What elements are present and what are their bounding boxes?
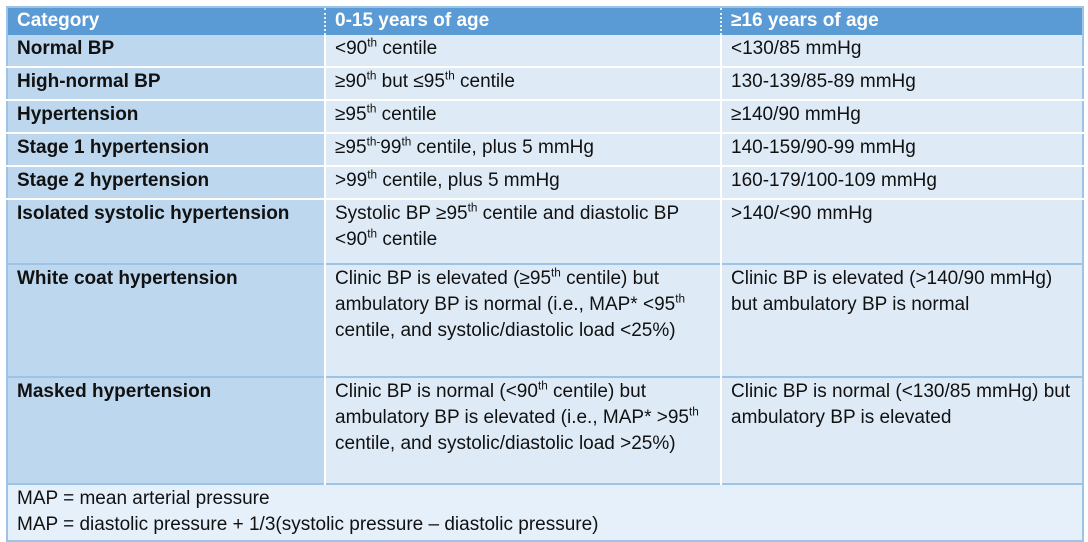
table-row-stage-2-hypertension: Stage 2 hypertension >99th centile, plus… bbox=[7, 165, 1083, 199]
adult-cell: ≥140/90 mmHg bbox=[720, 99, 1083, 133]
pediatric-cell: ≥95th centile bbox=[324, 99, 721, 133]
column-header-pediatric: 0-15 years of age bbox=[324, 7, 721, 35]
table-row-normal-bp: Normal BP <90th centile <130/85 mmHg bbox=[7, 35, 1083, 67]
pediatric-cell: Clinic BP is elevated (≥95th centile) bu… bbox=[324, 263, 721, 377]
adult-cell: <130/85 mmHg bbox=[720, 35, 1083, 67]
adult-cell: >140/<90 mmHg bbox=[720, 198, 1083, 264]
pediatric-cell: Systolic BP ≥95th centile and diastolic … bbox=[324, 198, 721, 264]
footnote-row: MAP = mean arterial pressure MAP = diast… bbox=[7, 483, 1083, 541]
pediatric-cell: ≥90th but ≤95th centile bbox=[324, 66, 721, 100]
category-cell: Stage 2 hypertension bbox=[7, 165, 325, 199]
header-row: Category 0-15 years of age ≥16 years of … bbox=[7, 7, 1083, 35]
table-row-hypertension: Hypertension ≥95th centile ≥140/90 mmHg bbox=[7, 99, 1083, 133]
category-cell: Hypertension bbox=[7, 99, 325, 133]
table-row-masked-hypertension: Masked hypertension Clinic BP is normal … bbox=[7, 376, 1083, 484]
adult-cell: 140-159/90-99 mmHg bbox=[720, 132, 1083, 166]
table-row-stage-1-hypertension: Stage 1 hypertension ≥95th-99th centile,… bbox=[7, 132, 1083, 166]
column-header-adult: ≥16 years of age bbox=[720, 7, 1083, 35]
table-row-high-normal-bp: High-normal BP ≥90th but ≤95th centile 1… bbox=[7, 66, 1083, 100]
pediatric-cell: Clinic BP is normal (<90th centile) but … bbox=[324, 376, 721, 484]
footnote-line-1: MAP = mean arterial pressure bbox=[17, 488, 270, 509]
category-cell: Isolated systolic hypertension bbox=[7, 198, 325, 264]
pediatric-cell: >99th centile, plus 5 mmHg bbox=[324, 165, 721, 199]
adult-cell: 130-139/85-89 mmHg bbox=[720, 66, 1083, 100]
page: Category 0-15 years of age ≥16 years of … bbox=[6, 6, 1084, 542]
category-cell: Masked hypertension bbox=[7, 376, 325, 484]
adult-cell: 160-179/100-109 mmHg bbox=[720, 165, 1083, 199]
category-cell: High-normal BP bbox=[7, 66, 325, 100]
footnote-line-2: MAP = diastolic pressure + 1/3(systolic … bbox=[17, 514, 599, 535]
footnote: MAP = mean arterial pressure MAP = diast… bbox=[7, 483, 1083, 541]
category-cell: Normal BP bbox=[7, 35, 325, 67]
pediatric-cell: <90th centile bbox=[324, 35, 721, 67]
adult-cell: Clinic BP is normal (<130/85 mmHg) but a… bbox=[720, 376, 1083, 484]
category-cell: White coat hypertension bbox=[7, 263, 325, 377]
table-row-white-coat-hypertension: White coat hypertension Clinic BP is ele… bbox=[7, 263, 1083, 377]
adult-cell: Clinic BP is elevated (>140/90 mmHg) but… bbox=[720, 263, 1083, 377]
table-row-isolated-systolic-hypertension: Isolated systolic hypertension Systolic … bbox=[7, 198, 1083, 264]
category-cell: Stage 1 hypertension bbox=[7, 132, 325, 166]
bp-classification-table: Category 0-15 years of age ≥16 years of … bbox=[6, 6, 1084, 542]
pediatric-cell: ≥95th-99th centile, plus 5 mmHg bbox=[324, 132, 721, 166]
column-header-category: Category bbox=[7, 7, 325, 35]
